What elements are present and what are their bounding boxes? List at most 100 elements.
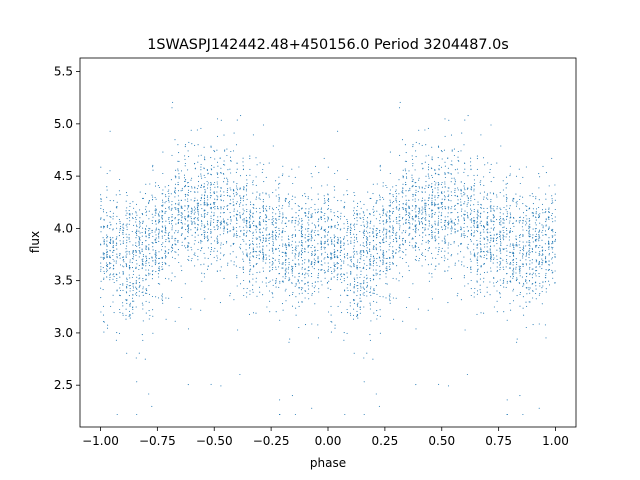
data-point — [369, 213, 371, 215]
data-point — [347, 257, 349, 259]
data-point — [291, 216, 293, 219]
data-point — [194, 144, 196, 146]
data-point — [389, 235, 391, 237]
data-point — [496, 243, 498, 245]
data-point — [432, 257, 434, 259]
data-point — [415, 191, 417, 194]
data-point — [258, 243, 261, 245]
data-point — [502, 189, 504, 191]
data-point — [149, 228, 151, 230]
data-point — [535, 224, 537, 226]
data-point — [269, 206, 271, 208]
data-point — [379, 230, 381, 232]
data-point — [287, 238, 289, 240]
data-point — [222, 228, 224, 230]
data-point — [236, 201, 238, 203]
data-point — [285, 197, 287, 199]
data-points — [100, 101, 557, 416]
data-point — [162, 204, 164, 206]
data-point — [177, 209, 179, 211]
data-point — [171, 244, 173, 246]
data-point — [483, 227, 486, 229]
data-point — [223, 194, 225, 197]
data-point — [122, 302, 124, 304]
data-point — [158, 263, 160, 265]
data-point — [135, 293, 137, 295]
data-point — [490, 267, 492, 269]
data-point — [148, 258, 150, 260]
data-point — [418, 223, 420, 225]
data-point — [476, 247, 478, 249]
data-point — [326, 255, 329, 257]
data-point — [447, 157, 449, 159]
data-point — [431, 273, 433, 275]
data-point — [392, 230, 394, 232]
data-point — [268, 243, 270, 245]
data-point — [382, 296, 384, 298]
data-point — [365, 268, 367, 271]
data-point — [363, 283, 365, 285]
data-point — [122, 305, 124, 307]
data-point — [171, 249, 173, 251]
data-point — [509, 245, 511, 247]
data-point — [330, 254, 332, 256]
data-point — [161, 199, 164, 201]
data-point — [506, 319, 508, 321]
data-point — [375, 269, 377, 271]
data-point — [294, 203, 296, 205]
data-point — [385, 267, 387, 269]
data-point — [320, 237, 323, 239]
data-point — [146, 210, 148, 212]
data-point — [159, 270, 161, 272]
data-point — [129, 290, 131, 292]
data-point — [239, 373, 241, 376]
data-point — [255, 157, 257, 159]
data-point — [333, 264, 335, 266]
data-point — [422, 232, 424, 234]
data-point — [385, 213, 387, 215]
data-point — [369, 339, 371, 341]
data-point — [528, 249, 530, 251]
data-point — [317, 277, 319, 279]
data-point — [375, 262, 377, 264]
data-point — [125, 300, 127, 302]
data-point — [313, 264, 316, 266]
data-point — [334, 269, 336, 271]
data-point — [139, 236, 141, 239]
data-point — [499, 250, 501, 252]
data-point — [366, 209, 368, 211]
data-point — [379, 278, 381, 280]
data-point — [282, 267, 284, 269]
data-point — [398, 280, 400, 282]
data-point — [431, 235, 433, 237]
data-point — [499, 238, 502, 240]
data-point — [369, 235, 371, 237]
data-point — [292, 265, 294, 268]
data-point — [483, 272, 486, 274]
data-point — [405, 199, 407, 201]
data-point — [493, 176, 495, 178]
data-point — [327, 270, 329, 272]
data-point — [110, 224, 112, 226]
data-point — [259, 194, 261, 196]
data-point — [216, 260, 218, 262]
data-point — [230, 189, 232, 191]
data-point — [240, 199, 242, 201]
data-point — [356, 265, 358, 267]
data-point — [346, 219, 348, 221]
data-point — [266, 227, 268, 229]
data-point — [142, 254, 144, 256]
data-point — [285, 247, 287, 249]
data-point — [427, 264, 429, 266]
data-point — [145, 255, 147, 257]
data-point — [548, 241, 550, 243]
data-point — [181, 187, 183, 189]
data-point — [487, 250, 489, 252]
data-point — [354, 250, 356, 252]
data-point — [424, 208, 426, 210]
data-point — [152, 242, 154, 244]
data-point — [249, 158, 251, 160]
data-point — [503, 311, 505, 313]
data-point — [168, 185, 170, 187]
data-point — [148, 269, 150, 271]
